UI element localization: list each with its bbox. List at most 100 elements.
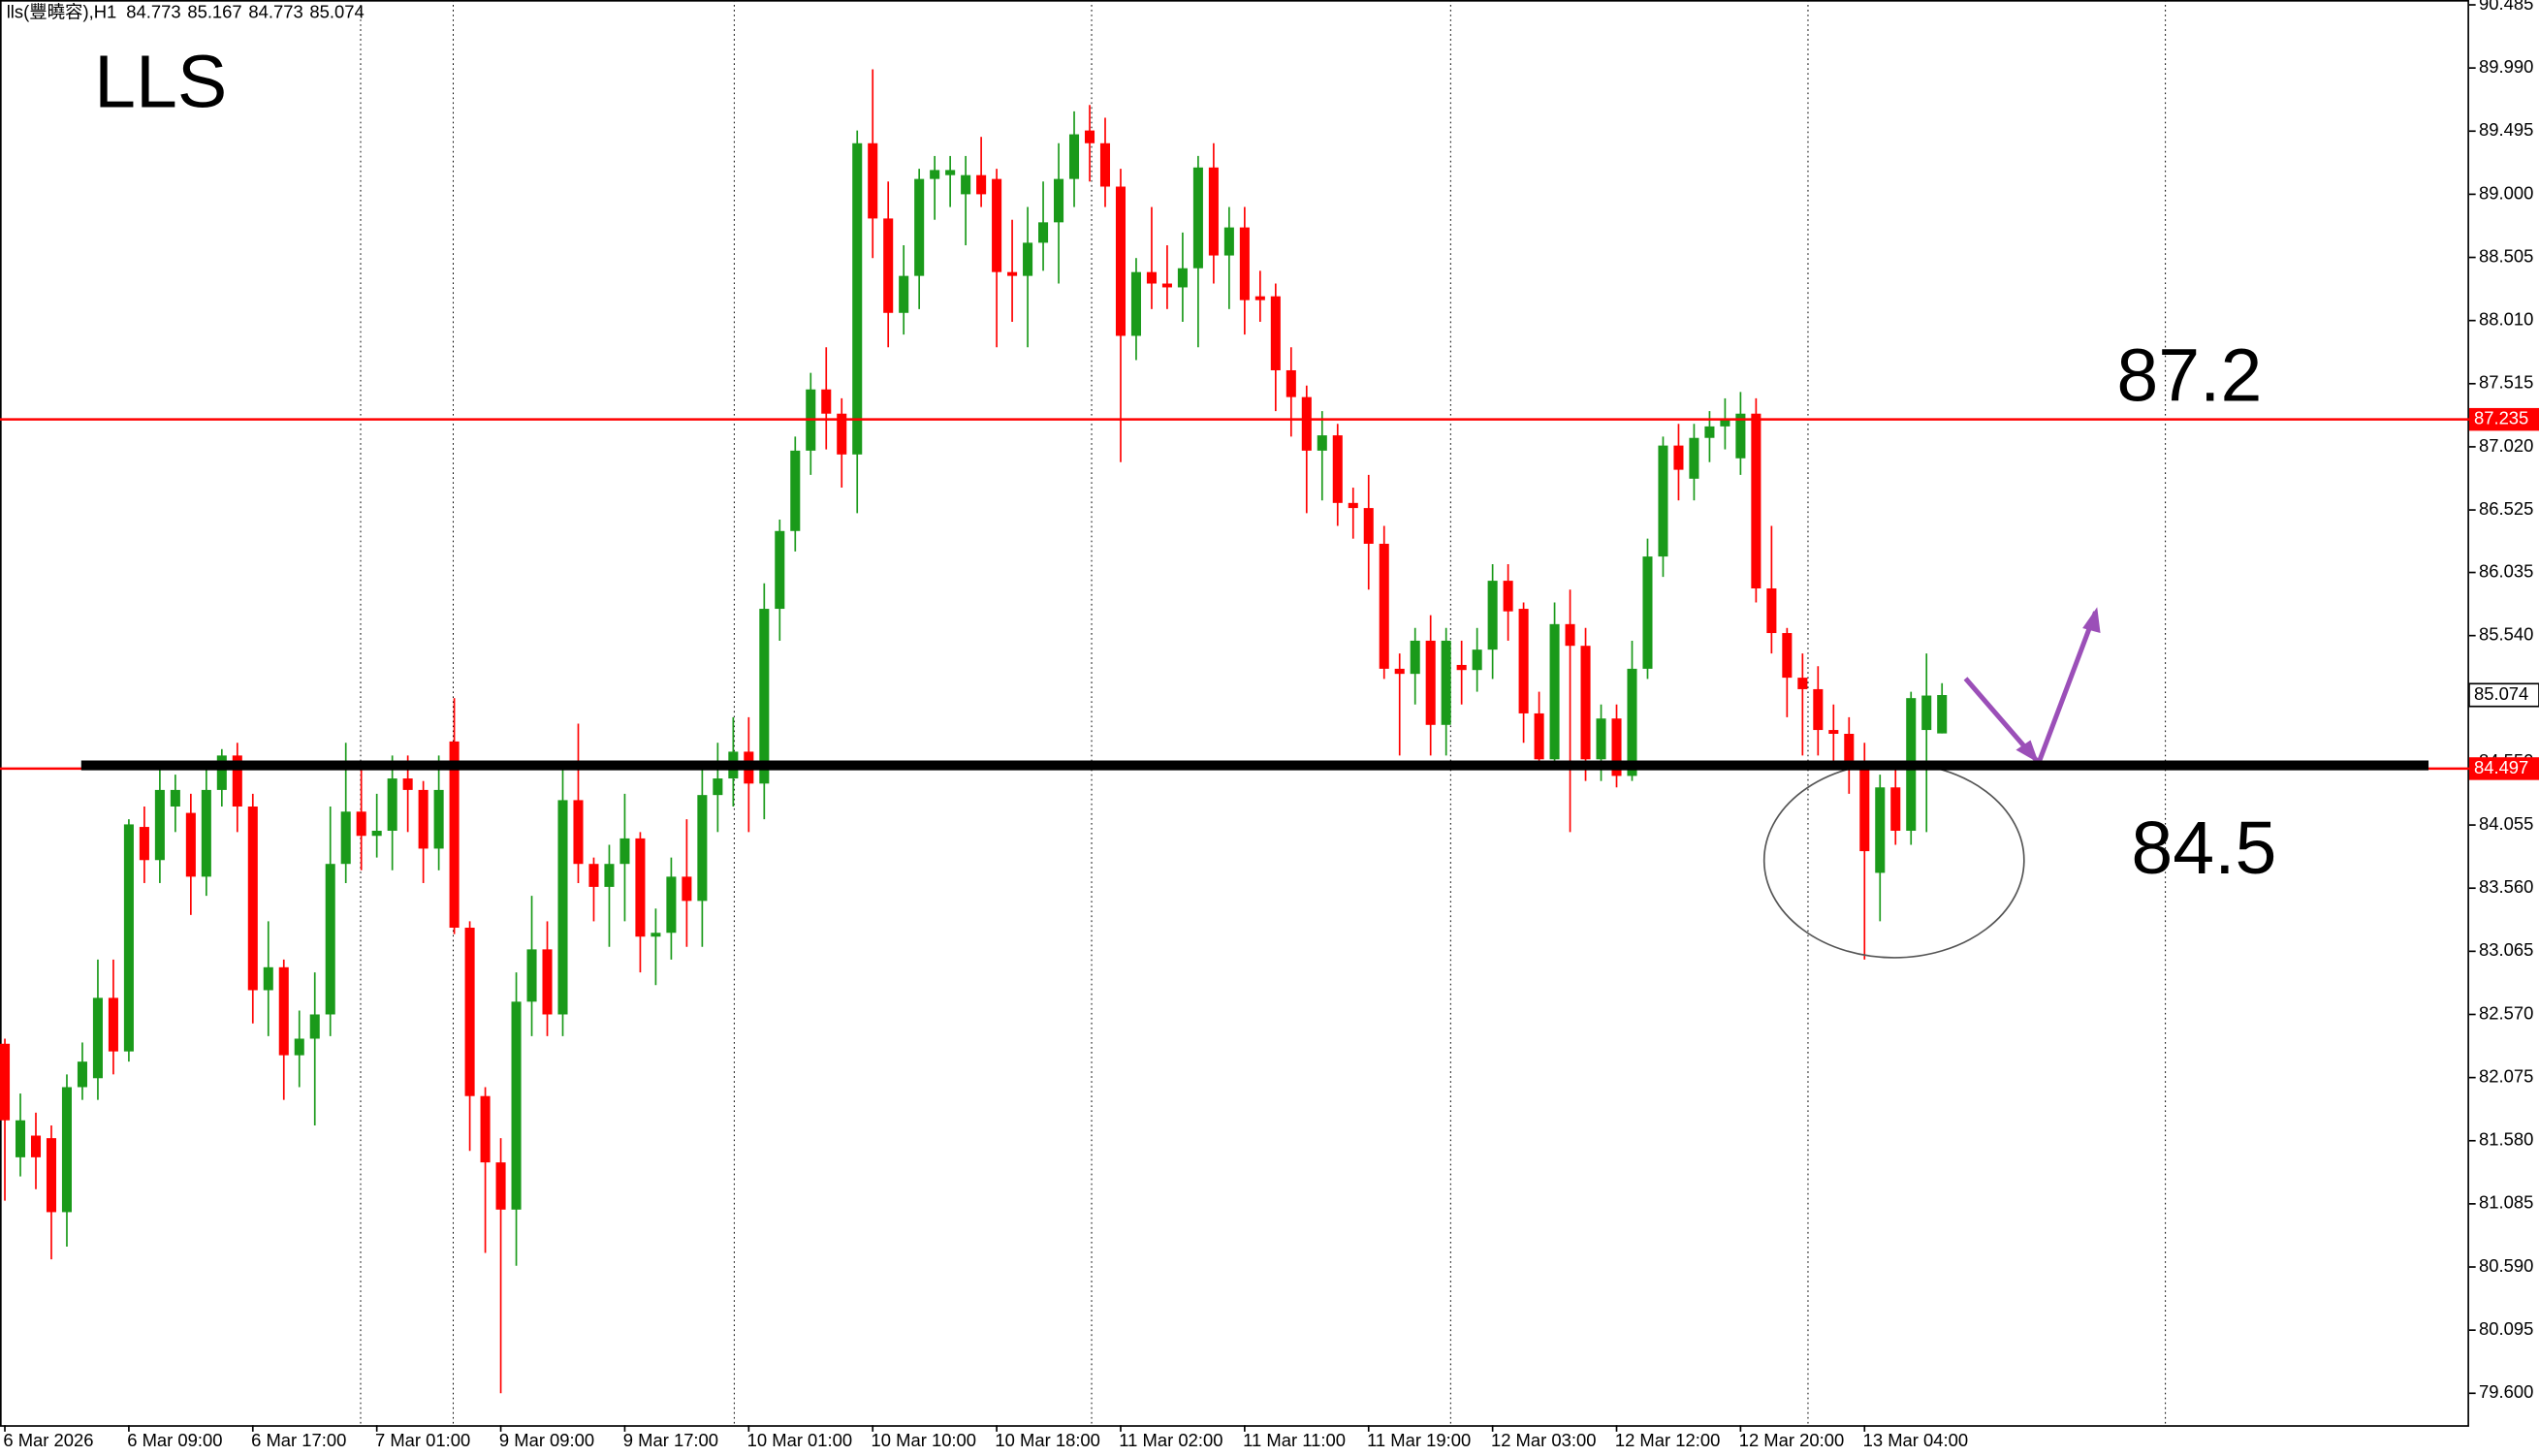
candle-body xyxy=(1828,730,1839,735)
candle-body xyxy=(309,1014,320,1039)
x-tick-label: 13 Mar 04:00 xyxy=(1863,1430,1969,1450)
y-tick-label: 83.560 xyxy=(2479,876,2533,897)
candle-body xyxy=(1890,787,1901,832)
candle-body xyxy=(821,389,832,414)
candle-body xyxy=(976,174,987,195)
candle-body xyxy=(1534,712,1544,760)
candle-body xyxy=(387,778,397,832)
y-tick-label: 84.055 xyxy=(2479,813,2533,834)
candle-body xyxy=(713,778,723,796)
candle-body xyxy=(1596,718,1606,760)
annotation: 84.5 xyxy=(2131,807,2276,890)
candle-body xyxy=(635,838,646,937)
candle-body xyxy=(340,811,351,865)
y-tick-label: 87.020 xyxy=(2479,435,2533,456)
candle-body xyxy=(526,949,537,1002)
x-tick-label: 10 Mar 01:00 xyxy=(747,1430,853,1450)
y-tick-label: 89.000 xyxy=(2479,182,2533,203)
candle-body xyxy=(185,812,196,877)
candle-body xyxy=(1068,134,1080,179)
candle-body xyxy=(1239,227,1250,301)
x-tick-label: 7 Mar 01:00 xyxy=(375,1430,470,1450)
x-tick-label: 6 Mar 09:00 xyxy=(127,1430,222,1450)
candle-body xyxy=(1627,668,1637,776)
marks xyxy=(0,69,1948,1394)
candle-body xyxy=(139,827,149,861)
symbol: lls(豐曉容),H1 xyxy=(7,1,117,21)
candle-body xyxy=(1673,445,1684,470)
candle-body xyxy=(30,1135,42,1157)
x-tick-label: 10 Mar 18:00 xyxy=(995,1430,1100,1450)
candle-body xyxy=(247,807,258,991)
candle-body xyxy=(604,864,615,887)
candle-body xyxy=(402,778,413,790)
candle-body xyxy=(1503,581,1513,612)
candle-body xyxy=(1441,640,1451,725)
candle-body xyxy=(1161,283,1172,288)
candle-body xyxy=(1146,271,1157,284)
candle-body xyxy=(1921,695,1932,731)
level-box xyxy=(2468,757,2539,780)
plot-frame xyxy=(0,0,2469,1427)
candle-body xyxy=(1813,688,1824,731)
candle-body xyxy=(992,178,1002,272)
candle-body xyxy=(1782,633,1793,679)
x-tick-label: 12 Mar 12:00 xyxy=(1615,1430,1721,1450)
candle-body xyxy=(1317,435,1327,451)
candle-body xyxy=(46,1138,57,1213)
candle-body xyxy=(1689,437,1699,479)
y-tick-label: 86.035 xyxy=(2479,560,2533,581)
x-tick-label: 6 Mar 17:00 xyxy=(251,1430,346,1450)
y-tick-label: 81.085 xyxy=(2479,1192,2533,1213)
candle-body xyxy=(1379,543,1389,669)
level-label: 87.235 xyxy=(2474,408,2528,428)
price-label: 85.074 xyxy=(2474,683,2528,704)
candle-body xyxy=(573,800,584,865)
candle-body xyxy=(1549,623,1560,760)
candle-body xyxy=(930,170,940,179)
candle-body xyxy=(1038,222,1049,243)
candle-body xyxy=(868,142,878,219)
candle-body xyxy=(1363,508,1374,544)
candle-body xyxy=(371,831,382,837)
candle-body xyxy=(1611,718,1622,776)
candle-body xyxy=(1797,678,1808,689)
x-tick-label: 11 Mar 19:00 xyxy=(1367,1430,1471,1450)
candle-body xyxy=(294,1038,304,1056)
candle-body xyxy=(1348,502,1358,509)
candle-body xyxy=(852,142,863,455)
candle-body xyxy=(201,789,211,877)
candle-body xyxy=(914,178,925,276)
y-tick-label: 79.600 xyxy=(2479,1381,2533,1402)
candle-body xyxy=(1658,445,1668,557)
candle-body xyxy=(356,811,366,837)
arrow-head xyxy=(2082,607,2101,634)
candle-body xyxy=(1472,649,1482,671)
candle-body xyxy=(418,789,428,849)
candle-body xyxy=(495,1162,506,1210)
candle-body xyxy=(1394,668,1405,675)
candle-body xyxy=(1023,242,1033,276)
candle-body xyxy=(1642,556,1653,669)
candle-body xyxy=(1084,130,1095,143)
candle-body xyxy=(1054,178,1064,223)
candle-body xyxy=(961,174,971,195)
candle-body xyxy=(899,275,909,313)
candle-body xyxy=(1099,142,1111,187)
candle-body xyxy=(1007,271,1018,276)
candle-body xyxy=(1720,418,1730,427)
candle-body xyxy=(1223,227,1234,256)
candle-body xyxy=(697,795,708,902)
candle-body xyxy=(263,966,273,991)
candle-body xyxy=(1735,413,1746,459)
level-label: 84.497 xyxy=(2474,757,2528,777)
header-high: 85.167 xyxy=(187,1,241,21)
chart-title: LLS xyxy=(94,41,227,124)
candle-body xyxy=(1208,167,1219,256)
y-tick-label: 86.525 xyxy=(2479,498,2533,519)
candle-body xyxy=(480,1095,491,1163)
y-tick-label: 89.990 xyxy=(2479,56,2533,77)
candle-body xyxy=(883,218,894,313)
